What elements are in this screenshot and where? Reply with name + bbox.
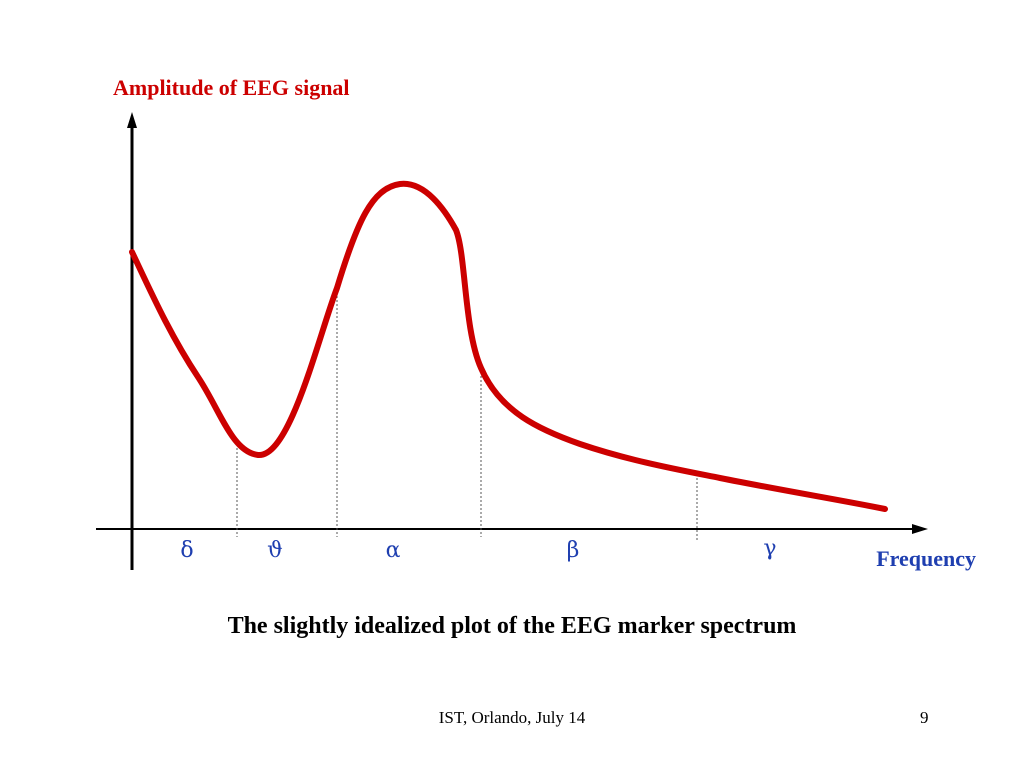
figure-caption: The slightly idealized plot of the EEG m… <box>227 613 797 639</box>
band-label-theta: ϑ <box>267 538 283 563</box>
band-label-delta: δ <box>180 538 193 563</box>
x-axis-title: Frequency <box>876 546 976 571</box>
x-axis-arrowhead <box>912 524 928 534</box>
footer-text: IST, Orlando, July 14 <box>438 708 586 727</box>
y-axis-arrowhead <box>127 112 137 128</box>
band-label-alpha: α <box>386 538 401 563</box>
band-label-gamma: γ <box>763 536 776 561</box>
spectrum-curve <box>129 180 888 512</box>
y-axis-title: Amplitude of EEG signal <box>113 75 350 100</box>
band-label-beta: β <box>567 538 580 563</box>
page-number: 9 <box>920 708 929 727</box>
